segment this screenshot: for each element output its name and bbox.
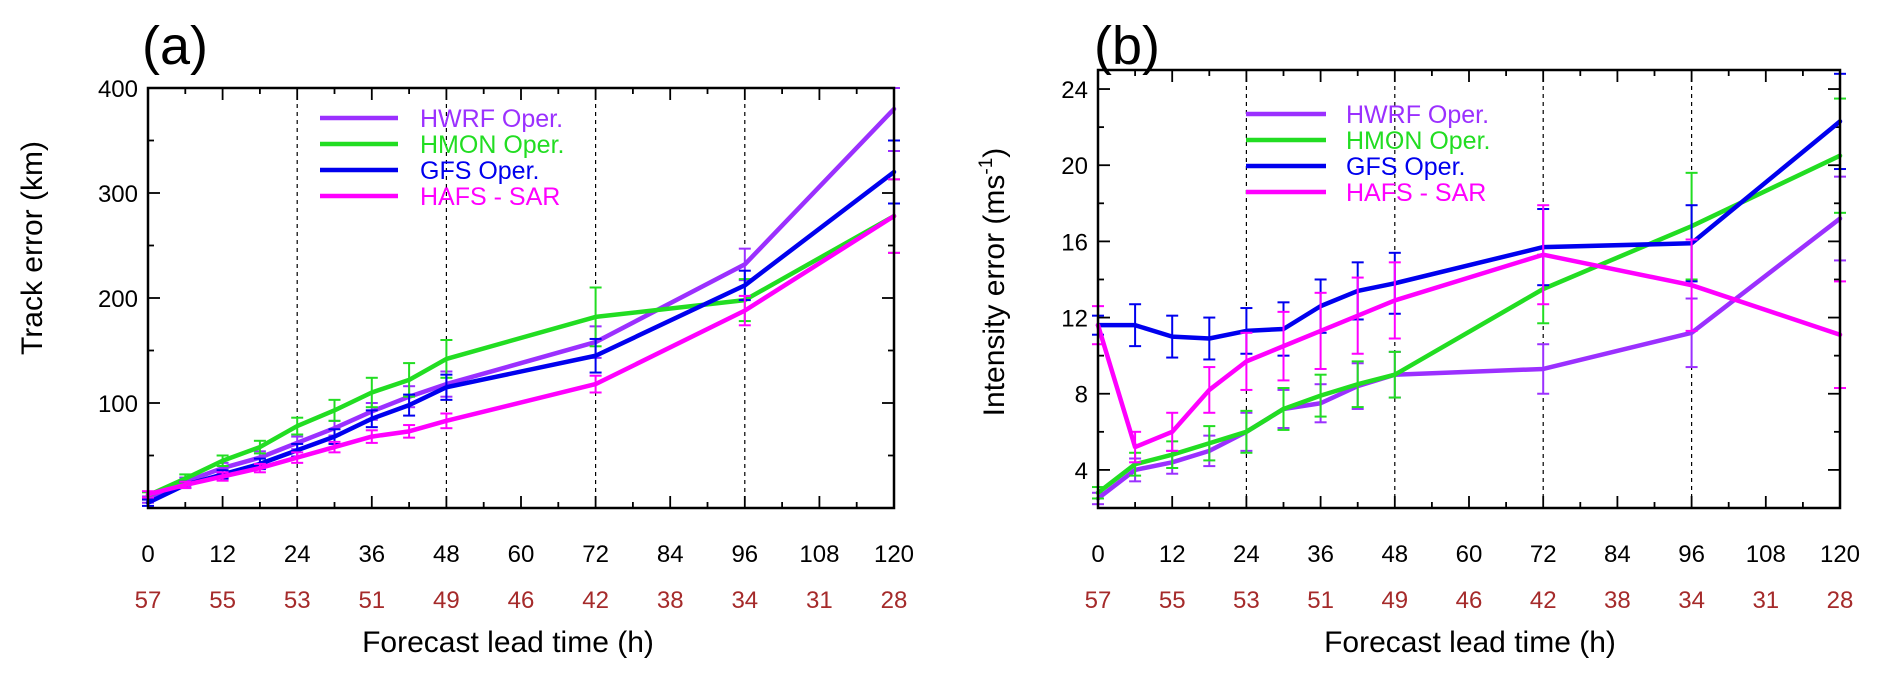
- case-count: 53: [284, 587, 311, 614]
- legend-label-hwrf-oper: HWRF Oper.: [420, 105, 563, 133]
- panel-b-frame: [1096, 68, 1842, 510]
- x-tick-label: 0: [141, 541, 154, 568]
- series-line-hwrf-oper: [145, 106, 897, 502]
- case-count: 49: [433, 587, 460, 614]
- case-count: 55: [209, 587, 236, 614]
- case-count: 28: [1827, 587, 1854, 614]
- case-count: 46: [508, 587, 535, 614]
- series-line-gfs-oper: [1095, 119, 1843, 341]
- panel-a-x-tick-labels: 0 12 24 36 48 60 72 84 96 108 120: [141, 541, 914, 568]
- x-tick-label: 60: [508, 541, 535, 568]
- case-count: 42: [1530, 587, 1557, 614]
- x-tick-label: 24: [284, 541, 311, 568]
- y-tick-label: 16: [1061, 229, 1088, 256]
- x-tick-label: 60: [1456, 541, 1483, 568]
- panel-b-y-axis-label-suffix: ): [978, 148, 1011, 158]
- case-count: 46: [1456, 587, 1483, 614]
- panel-a-legend: HWRF Oper.HMON Oper.GFS Oper.HAFS - SAR: [320, 105, 564, 211]
- x-tick-label: 12: [209, 541, 236, 568]
- case-count: 57: [135, 587, 162, 614]
- panel-b-x-axis-label: Forecast lead time (h): [1324, 626, 1616, 659]
- panel-b-series: [1092, 72, 1846, 506]
- case-count: 51: [1307, 587, 1334, 614]
- series-line-hafs-sar: [1095, 252, 1843, 450]
- x-tick-label: 72: [1530, 541, 1557, 568]
- x-tick-label: 108: [1746, 541, 1786, 568]
- x-tick-label: 96: [1678, 541, 1705, 568]
- panel-b-y-tick-labels: 4 8 12 16 20 24: [1061, 77, 1088, 485]
- panel-a-track-error: (a) Track error (km) 100 200 300 400 0 12 24 3…: [16, 16, 914, 659]
- legend-label-gfs-oper: GFS Oper.: [1346, 153, 1465, 181]
- y-tick-label: 400: [98, 76, 138, 103]
- series-hmon-oper: [142, 178, 900, 500]
- legend-label-gfs-oper: GFS Oper.: [420, 157, 539, 185]
- panel-a-title: (a): [142, 16, 208, 76]
- y-tick-label: 200: [98, 286, 138, 313]
- legend-label-hafs-sar: HAFS - SAR: [420, 183, 560, 211]
- legend-label-hmon-oper: HMON Oper.: [420, 131, 564, 159]
- panel-a-case-counts: 57 55 53 51 49 46 42 38 34 31 28: [135, 587, 908, 614]
- x-tick-label: 24: [1233, 541, 1260, 568]
- x-tick-label: 12: [1159, 541, 1186, 568]
- x-tick-label: 36: [1307, 541, 1334, 568]
- y-tick-label: 24: [1061, 77, 1088, 104]
- series-line-hwrf-oper: [1095, 216, 1843, 501]
- panel-b-legend: HWRF Oper.HMON Oper.GFS Oper.HAFS - SAR: [1246, 101, 1490, 207]
- x-tick-label: 48: [433, 541, 460, 568]
- y-tick-label: 20: [1061, 153, 1088, 180]
- x-tick-label: 120: [874, 541, 914, 568]
- legend-label-hafs-sar: HAFS - SAR: [1346, 179, 1486, 207]
- legend-label-hwrf-oper: HWRF Oper.: [1346, 101, 1489, 129]
- series-line-hmon-oper: [145, 213, 897, 498]
- x-tick-label: 84: [1604, 541, 1631, 568]
- panel-b-x-tick-labels: 0 12 24 36 48 60 72 84 96 108 120: [1091, 541, 1860, 568]
- panel-b-y-axis-label: Intensity error (ms-1): [976, 148, 1011, 417]
- case-count: 57: [1085, 587, 1112, 614]
- case-count: 34: [1678, 587, 1705, 614]
- case-count: 38: [1604, 587, 1631, 614]
- case-count: 31: [806, 587, 833, 614]
- x-tick-label: 120: [1820, 541, 1860, 568]
- case-count: 34: [731, 587, 758, 614]
- y-tick-label: 12: [1061, 306, 1088, 333]
- case-count: 42: [582, 587, 609, 614]
- y-tick-label: 8: [1075, 382, 1088, 409]
- x-tick-label: 84: [657, 541, 684, 568]
- x-tick-label: 0: [1091, 541, 1104, 568]
- y-tick-label: 100: [98, 391, 138, 418]
- panel-a-y-tick-labels: 100 200 300 400: [98, 76, 138, 418]
- x-tick-label: 48: [1381, 541, 1408, 568]
- case-count: 31: [1752, 587, 1779, 614]
- panel-a-frame: [146, 86, 896, 510]
- case-count: 28: [881, 587, 908, 614]
- case-count: 55: [1159, 587, 1186, 614]
- case-count: 38: [657, 587, 684, 614]
- series-line-hafs-sar: [145, 213, 897, 497]
- panel-b-y-axis-label-main: Intensity error (ms: [978, 175, 1011, 417]
- panel-b-y-axis-label-superscript: -1: [976, 158, 997, 175]
- x-tick-label: 108: [799, 541, 839, 568]
- x-tick-label: 72: [582, 541, 609, 568]
- case-count: 51: [358, 587, 385, 614]
- panel-b-title: (b): [1094, 16, 1160, 76]
- y-tick-label: 4: [1075, 458, 1088, 485]
- x-tick-label: 36: [358, 541, 385, 568]
- legend-label-hmon-oper: HMON Oper.: [1346, 127, 1490, 155]
- panel-b-case-counts: 57 55 53 51 49 46 42 38 34 31 28: [1085, 587, 1854, 614]
- x-tick-label: 96: [731, 541, 758, 568]
- case-count: 49: [1381, 587, 1408, 614]
- panel-a-y-axis-label: Track error (km): [16, 141, 49, 355]
- y-tick-label: 300: [98, 181, 138, 208]
- case-count: 53: [1233, 587, 1260, 614]
- series-line-hmon-oper: [1095, 153, 1843, 496]
- panel-a-x-axis-label: Forecast lead time (h): [362, 626, 654, 659]
